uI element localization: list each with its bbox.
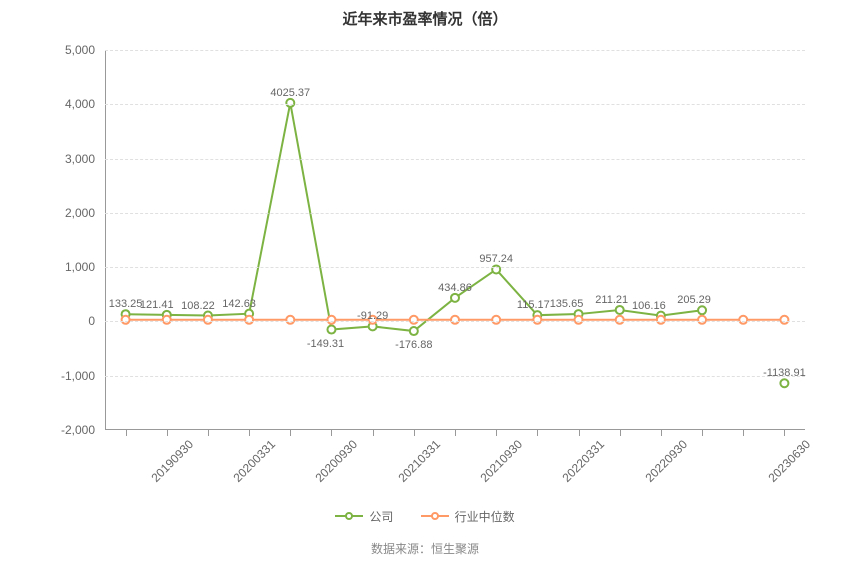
data-label: 205.29 [677, 294, 711, 306]
data-point[interactable] [122, 316, 130, 324]
legend-marker-industry [421, 510, 449, 522]
data-label: 434.86 [438, 282, 472, 294]
data-point[interactable] [327, 316, 335, 324]
data-point[interactable] [533, 316, 541, 324]
grid-line [105, 159, 805, 160]
x-axis-tick [249, 430, 250, 436]
data-point[interactable] [286, 316, 294, 324]
y-axis-label: 4,000 [65, 97, 95, 111]
grid-line [105, 50, 805, 51]
x-axis-tick [167, 430, 168, 436]
x-axis-label: 20220930 [642, 437, 690, 485]
x-axis-tick [455, 430, 456, 436]
data-label: 211.21 [595, 294, 628, 306]
data-point[interactable] [780, 379, 788, 387]
grid-line [105, 104, 805, 105]
x-axis-label: 20220331 [560, 437, 608, 485]
legend-marker-company [335, 510, 363, 522]
data-point[interactable] [327, 326, 335, 334]
y-axis-label: 2,000 [65, 206, 95, 220]
x-axis-label: 20190930 [148, 437, 196, 485]
data-label: 106.16 [632, 300, 666, 312]
data-label: -91.29 [357, 310, 388, 322]
x-axis-tick [661, 430, 662, 436]
pe-ratio-chart: 近年来市盈率情况（倍） -2,000-1,00001,0002,0003,000… [0, 0, 850, 575]
grid-line [105, 376, 805, 377]
x-axis-tick [702, 430, 703, 436]
data-point[interactable] [451, 316, 459, 324]
data-point[interactable] [575, 316, 583, 324]
data-point[interactable] [657, 316, 665, 324]
data-point[interactable] [245, 316, 253, 324]
y-axis-label: 1,000 [65, 260, 95, 274]
y-axis-label: 3,000 [65, 152, 95, 166]
x-axis-tick [620, 430, 621, 436]
x-axis-tick [208, 430, 209, 436]
grid-line [105, 213, 805, 214]
data-point[interactable] [204, 316, 212, 324]
data-label: 108.22 [181, 300, 215, 312]
chart-svg [105, 50, 805, 430]
chart-title: 近年来市盈率情况（倍） [0, 8, 850, 29]
data-point[interactable] [739, 316, 747, 324]
x-axis-label: 20200930 [313, 437, 361, 485]
legend-item-industry[interactable]: 行业中位数 [421, 508, 515, 525]
y-axis-label: 0 [88, 314, 95, 328]
x-axis-label: 20200331 [230, 437, 278, 485]
legend-label-industry: 行业中位数 [455, 508, 515, 525]
data-label: 135.65 [550, 298, 584, 310]
data-label: -149.31 [307, 338, 344, 350]
legend-item-company[interactable]: 公司 [335, 508, 393, 525]
data-point[interactable] [698, 306, 706, 314]
y-axis-label: 5,000 [65, 43, 95, 57]
x-axis-tick [579, 430, 580, 436]
data-point[interactable] [286, 99, 294, 107]
x-axis-tick [331, 430, 332, 436]
data-point[interactable] [616, 306, 624, 314]
data-point[interactable] [492, 316, 500, 324]
data-point[interactable] [780, 316, 788, 324]
x-axis-tick [784, 430, 785, 436]
data-label: 4025.37 [270, 87, 310, 99]
y-axis-label: -2,000 [61, 423, 95, 437]
data-point[interactable] [451, 294, 459, 302]
x-axis-tick [290, 430, 291, 436]
x-axis-tick [126, 430, 127, 436]
data-label: 142.63 [222, 298, 256, 310]
data-label: -1138.91 [763, 367, 806, 379]
x-axis-tick [414, 430, 415, 436]
data-label: -176.88 [395, 339, 432, 351]
x-axis-tick [496, 430, 497, 436]
y-axis-label: -1,000 [61, 369, 95, 383]
x-axis-label: 20210930 [477, 437, 525, 485]
data-source: 数据来源：恒生聚源 [0, 540, 850, 557]
x-axis-tick [373, 430, 374, 436]
series-line-0 [126, 103, 785, 383]
legend: 公司 行业中位数 [0, 508, 850, 526]
data-label: 133.25 [109, 298, 143, 310]
grid-line [105, 267, 805, 268]
data-label: 115.17 [517, 299, 550, 311]
x-axis-tick [743, 430, 744, 436]
data-point[interactable] [616, 316, 624, 324]
data-point[interactable] [163, 316, 171, 324]
x-axis-tick [537, 430, 538, 436]
data-label: 121.41 [140, 299, 174, 311]
data-point[interactable] [410, 316, 418, 324]
data-label: 957.24 [479, 253, 513, 265]
data-point[interactable] [410, 327, 418, 335]
x-axis-label: 20210331 [395, 437, 443, 485]
legend-label-company: 公司 [369, 508, 393, 525]
grid-line [105, 321, 805, 322]
x-axis-label: 20230630 [766, 437, 814, 485]
plot-area: -2,000-1,00001,0002,0003,0004,0005,00020… [105, 50, 805, 430]
data-point[interactable] [698, 316, 706, 324]
